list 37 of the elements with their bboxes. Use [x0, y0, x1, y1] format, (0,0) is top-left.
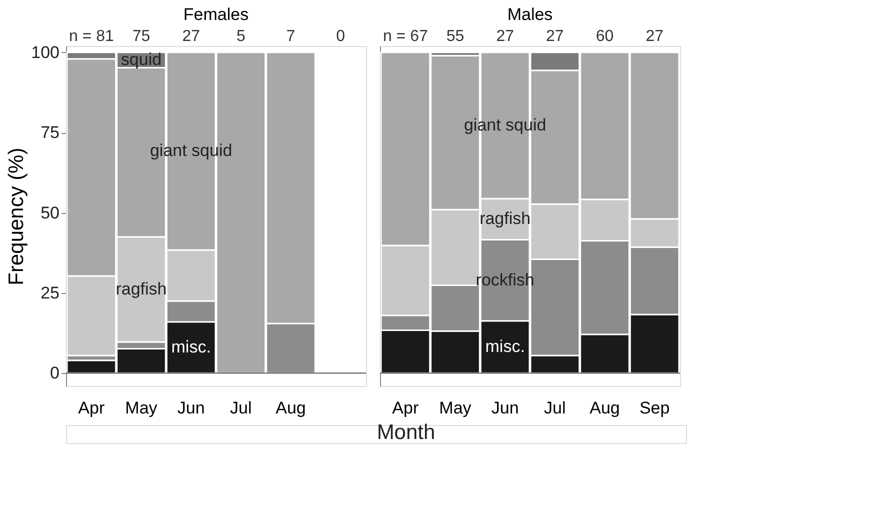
text: 5: [236, 28, 246, 45]
x-tick-label: Jun: [491, 398, 519, 418]
text: n = 67: [382, 28, 428, 45]
y-tick-label: 75: [40, 123, 60, 142]
text: 27: [496, 28, 514, 45]
series-label: misc.: [485, 337, 525, 356]
y-axis-title: Frequency (%): [5, 148, 28, 286]
x-tick-label: Jul: [230, 398, 252, 418]
x-tick-label: Jul: [544, 398, 566, 418]
text: 60: [596, 28, 614, 45]
x-tick-label: Jun: [177, 398, 205, 418]
y-tick-label: 50: [40, 203, 60, 222]
chart-title: Males: [507, 5, 553, 24]
text: 0: [336, 28, 346, 45]
text: 55: [446, 28, 464, 45]
text: 27: [546, 28, 564, 45]
chart-title: Females: [183, 5, 249, 24]
text: 27: [182, 28, 200, 45]
text: 27: [646, 28, 664, 45]
x-tick-label: Apr: [392, 398, 419, 418]
text: 7: [286, 28, 296, 45]
x-tick-label: Apr: [78, 398, 105, 418]
text: n = 81: [68, 28, 114, 45]
y-tick-label: 0: [50, 364, 60, 383]
x-tick-label: May: [125, 398, 158, 418]
series-label: misc.: [171, 338, 211, 357]
x-tick-label: Aug: [276, 398, 306, 418]
text: 75: [132, 28, 150, 45]
x-tick-label: May: [439, 398, 472, 418]
y-tick-label: 100: [31, 42, 60, 62]
x-tick-label: Aug: [590, 398, 620, 418]
series-label: ragfish: [480, 209, 531, 228]
series-label: ragfish: [116, 279, 167, 298]
series-label: squid: [120, 50, 162, 70]
x-axis-title: Month: [376, 421, 436, 444]
x-tick-label: Sep: [639, 398, 670, 418]
y-tick-label: 25: [40, 283, 60, 302]
